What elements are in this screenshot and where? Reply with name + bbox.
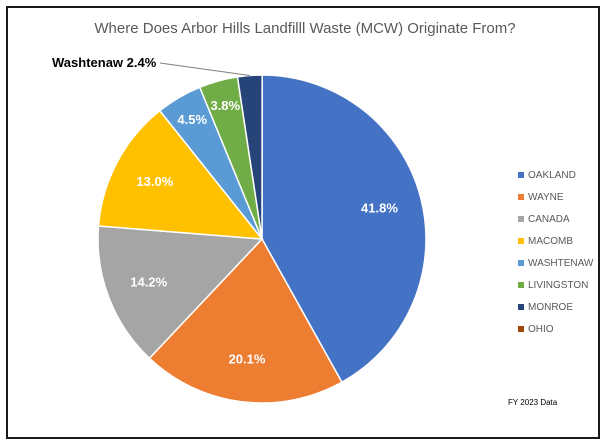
legend-item-macomb: MACOMB <box>518 230 593 252</box>
legend-item-ohio: OHIO <box>518 318 593 340</box>
legend-swatch <box>518 172 524 178</box>
legend-item-wayne: WAYNE <box>518 186 593 208</box>
legend-label: OHIO <box>528 323 554 335</box>
legend: OAKLAND WAYNE CANADA MACOMB WASHTENAW LIVINGS… <box>518 164 593 340</box>
slice-label-washtenaw: 4.5% <box>177 112 207 127</box>
legend-swatch <box>518 238 524 244</box>
legend-swatch <box>518 260 524 266</box>
pie-slice-macomb <box>97 109 264 240</box>
footnote: FY 2023 Data <box>508 398 558 407</box>
slice-label-canada: 14.2% <box>130 275 167 290</box>
legend-label: WAYNE <box>528 191 564 203</box>
legend-item-monroe: MONROE <box>518 296 593 318</box>
legend-swatch <box>518 194 524 200</box>
legend-label: MONROE <box>528 301 573 313</box>
pie-slice-canada <box>97 225 264 360</box>
slice-label-macomb: 13.0% <box>136 174 173 189</box>
slice-label-livingston: 3.8% <box>210 98 240 113</box>
legend-item-livingston: LIVINGSTON <box>518 274 593 296</box>
pie-slice-wayne <box>148 237 343 404</box>
legend-swatch <box>518 304 524 310</box>
legend-swatch <box>518 326 524 332</box>
legend-item-oakland: OAKLAND <box>518 164 593 186</box>
legend-label: CANADA <box>528 213 570 225</box>
chart-title: Where Does Arbor Hills Landfilll Waste (… <box>94 20 516 37</box>
legend-swatch <box>518 282 524 288</box>
slice-label-oakland: 41.8% <box>361 201 398 216</box>
legend-item-canada: CANADA <box>518 208 593 230</box>
callout-leader-line <box>159 62 250 76</box>
pie-chart: 41.8% 20.1% 14.2% 13.0% 4.5%3.8% Washtenaw 2.… <box>52 55 427 404</box>
legend-label: LIVINGSTON <box>528 279 589 291</box>
slice-label-wayne: 20.1% <box>229 351 266 366</box>
legend-label: OAKLAND <box>528 169 576 181</box>
legend-swatch <box>518 216 524 222</box>
legend-item-washtenaw: WASHTENAW <box>518 252 593 274</box>
pie-slice-oakland <box>261 74 427 384</box>
legend-label: WASHTENAW <box>528 257 594 269</box>
legend-label: MACOMB <box>528 235 573 247</box>
chart-frame: Where Does Arbor Hills Landfilll Waste (… <box>6 6 600 439</box>
callout-label-washtenaw: Washtenaw 2.4% <box>52 55 157 70</box>
